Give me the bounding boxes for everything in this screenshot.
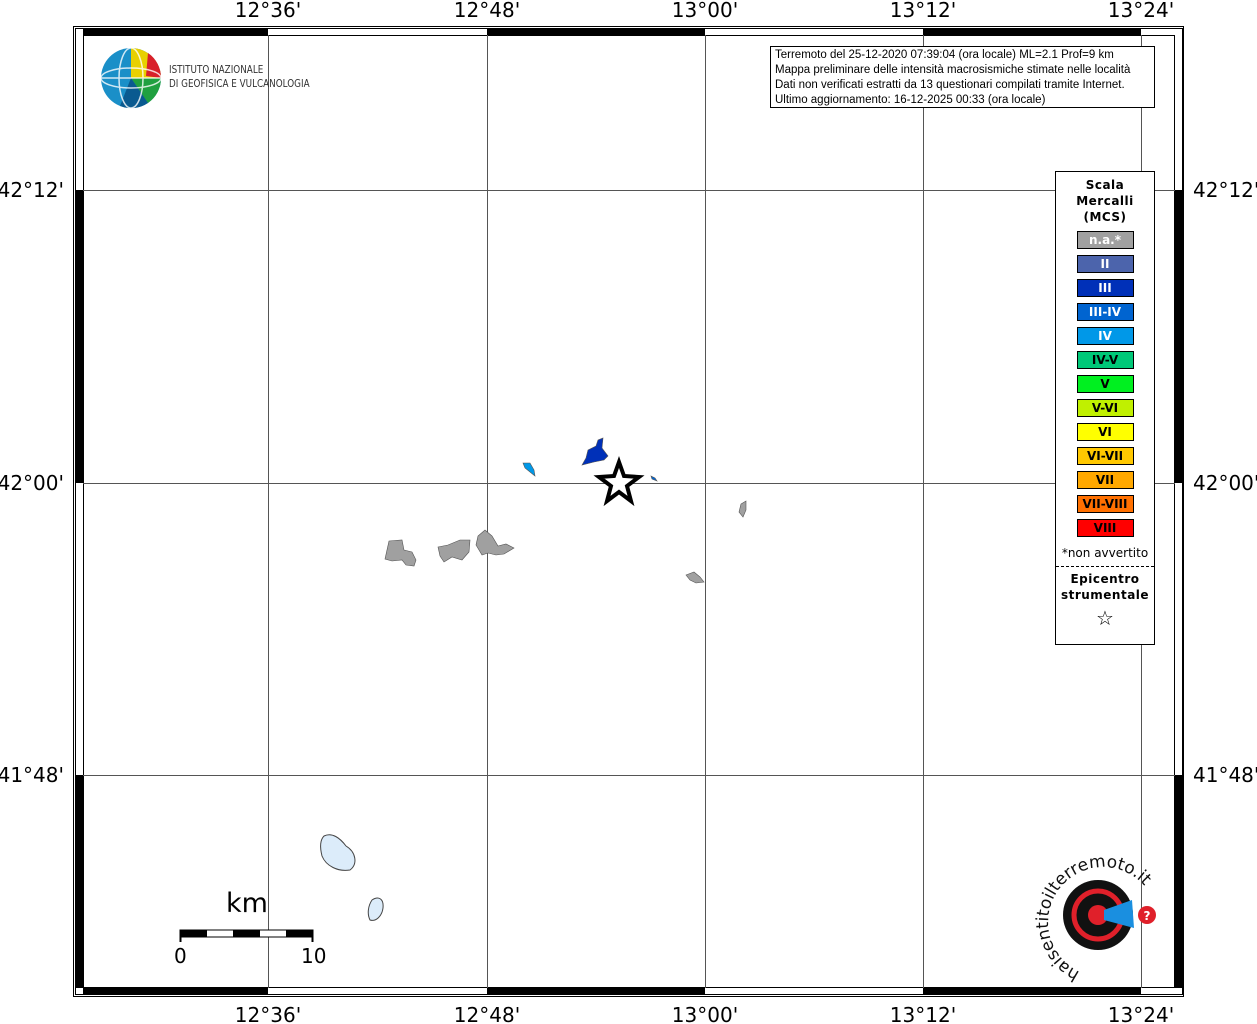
legend-swatch: III-IV [1076,303,1134,321]
legend-title-line: (MCS) [1083,210,1127,224]
municipality-na [475,529,515,556]
municipality-na [738,500,747,518]
legend-swatch: VIII [1076,519,1134,537]
legend-note: *non avvertito [1061,546,1149,560]
municipality-iii-iv [650,475,658,482]
tick-left: 42°00' [0,471,64,495]
legend-swatch: VI-VII [1076,447,1134,465]
tick-right: 42°12' [1193,178,1257,202]
legend-epicenter-line: Epicentro [1070,572,1140,586]
municipality-iii [581,437,609,466]
legend-swatch: VII [1076,471,1134,489]
ingv-line1: ISTITUTO NAZIONALE [169,63,264,76]
tick-right: 42°00' [1193,471,1257,495]
tick-bottom: 12°36' [235,1003,301,1024]
municipality-na [685,571,705,584]
lake [320,834,356,871]
info-line: Dati non verificati estratti da 13 quest… [775,79,1125,91]
tick-left: 42°12' [0,178,64,202]
municipality-na [437,539,471,563]
legend-title-line: Mercalli [1076,194,1134,208]
legend: Scala Mercalli (MCS) n.a.* II III III-IV IV I… [1055,171,1155,645]
ingv-line2: DI GEOFISICA E VULCANOLOGIA [169,77,310,90]
scale-unit: km [226,888,268,919]
legend-title: Scala Mercalli (MCS) [1056,177,1154,225]
info-box: Terremoto del 25-12-2020 07:39:04 (ora l… [770,46,1155,108]
municipality-iv [522,462,536,477]
tick-top: 13°24' [1108,0,1174,22]
legend-swatch: VII-VIII [1076,495,1134,513]
tick-right: 41°48' [1193,763,1257,787]
legend-swatch: IV-V [1076,351,1134,369]
legend-swatch: V [1076,375,1134,393]
scale-end: 10 [301,944,327,968]
municipality-na [384,539,417,567]
tick-left: 41°48' [0,763,64,787]
legend-swatch: II [1076,255,1134,273]
info-line: Ultimo aggiornamento: 16-12-2025 00:33 (… [775,94,1046,106]
legend-swatch: n.a.* [1076,231,1134,249]
svg-text:?: ? [1144,909,1151,923]
legend-swatch: V-VI [1076,399,1134,417]
scale-start: 0 [174,944,187,968]
tick-bottom: 13°00' [672,1003,738,1024]
legend-divider [1056,566,1154,567]
tick-bottom: 13°24' [1108,1003,1174,1024]
map-frame [73,26,1184,997]
epicenter-star-icon [593,456,645,507]
legend-epicenter-line: strumentale [1060,588,1150,602]
scale-bar [179,929,314,942]
legend-swatch: IV [1076,327,1134,345]
epicenter-legend-star-icon: ☆ [1096,606,1114,630]
info-line: Mappa preliminare delle intensità macros… [775,64,1131,76]
legend-title-line: Scala [1085,178,1125,192]
info-line: Terremoto del 25-12-2020 07:39:04 (ora l… [775,49,1114,61]
tick-top: 12°48' [454,0,520,22]
ingv-logo-text: ISTITUTO NAZIONALE DI GEOFISICA E VULCAN… [169,63,310,91]
tick-bottom: 13°12' [890,1003,956,1024]
tick-top: 13°00' [672,0,738,22]
legend-swatch: VI [1076,423,1134,441]
legend-classes: n.a.* II III III-IV IV IV-V V V-VI VI VI-VII VII VI… [1056,231,1154,537]
frame-bars [75,28,1183,995]
graticule [83,35,1175,988]
tick-top: 12°36' [235,0,301,22]
lake [367,897,384,921]
legend-epicenter-label: Epicentro strumentale [1056,571,1154,603]
ingv-logo-icon [100,47,162,109]
tick-top: 13°12' [890,0,956,22]
legend-swatch: III [1076,279,1134,297]
tick-bottom: 12°48' [454,1003,520,1024]
